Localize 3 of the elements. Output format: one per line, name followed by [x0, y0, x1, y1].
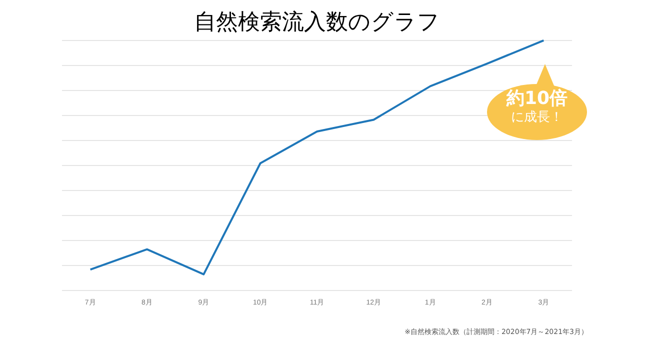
- chart-title: 自然検索流入数のグラフ: [194, 10, 440, 35]
- annotation: 約10倍: [505, 88, 569, 110]
- annotation: に成長！: [510, 110, 564, 126]
